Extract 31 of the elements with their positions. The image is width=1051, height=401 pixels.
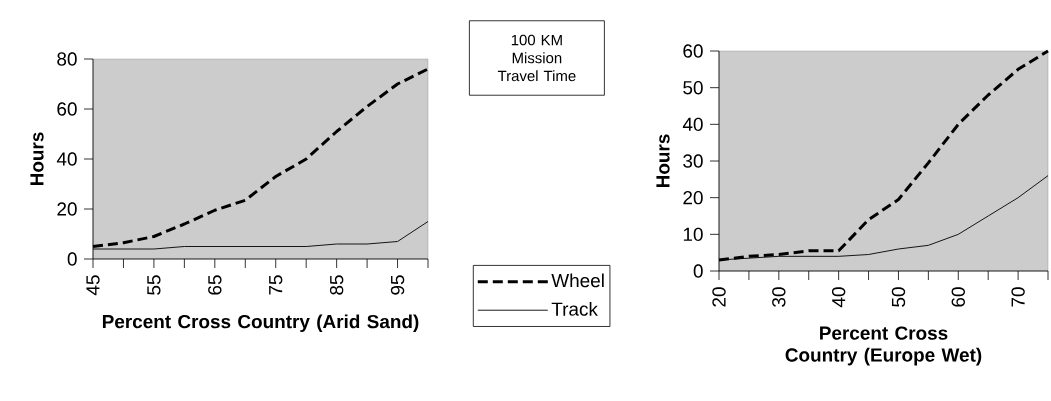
x-tick-label: 40	[831, 287, 846, 308]
y-axis-title: Hours	[656, 134, 670, 188]
y-tick-label: 80	[57, 52, 77, 66]
x-tick-label: 30	[772, 287, 786, 307]
legend-label: Track	[551, 301, 598, 316]
x-axis-title: Percent Cross Country (Europe Wet)	[785, 326, 982, 366]
y-tick-label: 30	[683, 154, 703, 168]
y-tick-label: 60	[57, 102, 77, 116]
x-tick-label: 85	[329, 275, 344, 295]
x-tick-label: 95	[390, 275, 405, 295]
y-tick-label: 0	[67, 252, 77, 266]
y-tick-label: 40	[56, 152, 77, 166]
x-tick-label: 75	[269, 275, 283, 295]
y-tick-label: 40	[682, 117, 703, 132]
x-tick-label: 60	[951, 287, 965, 307]
x-tick-label: 45	[86, 275, 100, 296]
y-tick-label: 0	[693, 264, 703, 278]
x-tick-label: 55	[147, 275, 161, 295]
legend-label: Wheel	[551, 273, 604, 288]
y-tick-label: 10	[683, 227, 703, 242]
y-tick-label: 50	[683, 80, 703, 95]
y-tick-label: 20	[57, 202, 77, 216]
x-tick-label: 50	[891, 287, 906, 307]
y-tick-label: 60	[683, 44, 703, 58]
text: 100 KM Mission Travel Time	[497, 34, 576, 82]
y-axis-title: Hours	[30, 132, 44, 186]
x-tick-label: 65	[208, 275, 222, 295]
y-tick-label: 20	[683, 190, 703, 205]
x-axis-title: Percent Cross Country (Arid Sand)	[102, 314, 419, 333]
x-tick-label: 20	[712, 287, 726, 307]
x-tick-label: 70	[1011, 287, 1025, 307]
